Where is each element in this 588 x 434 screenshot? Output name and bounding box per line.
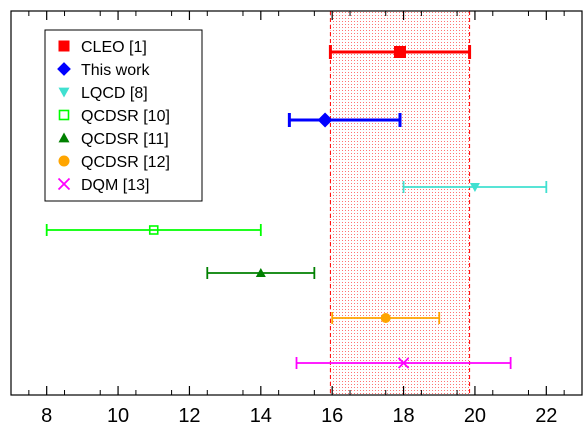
x-tick-label: 16 [321,405,343,427]
open-square-marker [148,225,159,235]
data-point-2 [287,112,402,128]
x-tick-label: 22 [535,405,557,427]
circle-marker [58,155,70,167]
triangle-up-marker [255,268,266,277]
x-marker-stroke [397,357,410,369]
legend-label: QCDSR [12] [81,154,170,171]
diamond-marker [317,112,333,128]
data-point-5 [206,267,316,279]
legend-label: This work [81,62,150,79]
legend-label: QCDSR [10] [81,108,170,125]
data-point-1 [328,45,472,59]
triangle-down-marker [58,87,70,98]
legend-label: DQM [13] [81,177,149,194]
circle-marker [380,313,391,323]
legend-label: LQCD [8] [81,85,148,102]
x-tick-label: 20 [464,405,486,427]
legend-box [44,29,203,202]
x-tick-label: 8 [41,405,52,427]
data-point-3 [402,181,548,193]
x-tick-label: 18 [392,405,414,427]
x-marker-stroke [57,177,71,191]
square-marker [393,46,406,58]
plot-frame [10,10,583,396]
x-tick-label: 14 [250,405,272,427]
data-point-4 [45,224,262,236]
x-marker [57,177,71,191]
x-marker [397,357,410,369]
data-point-7 [295,357,512,369]
triangle-up-marker [58,132,70,143]
band-fill [330,11,470,395]
triangle-down-marker [469,183,480,192]
square-marker [58,40,70,52]
data-point-6 [331,312,441,324]
x-tick-label: 12 [178,405,200,427]
legend-label: QCDSR [11] [81,131,169,148]
legend-label: CLEO [1] [81,39,147,56]
legend: CLEO [1] This work LQCD [8] QCDSR [10] QCDSR… [44,29,203,202]
x-tick-label: 10 [107,405,129,427]
diamond-marker [57,62,71,76]
open-square-marker [58,109,70,121]
